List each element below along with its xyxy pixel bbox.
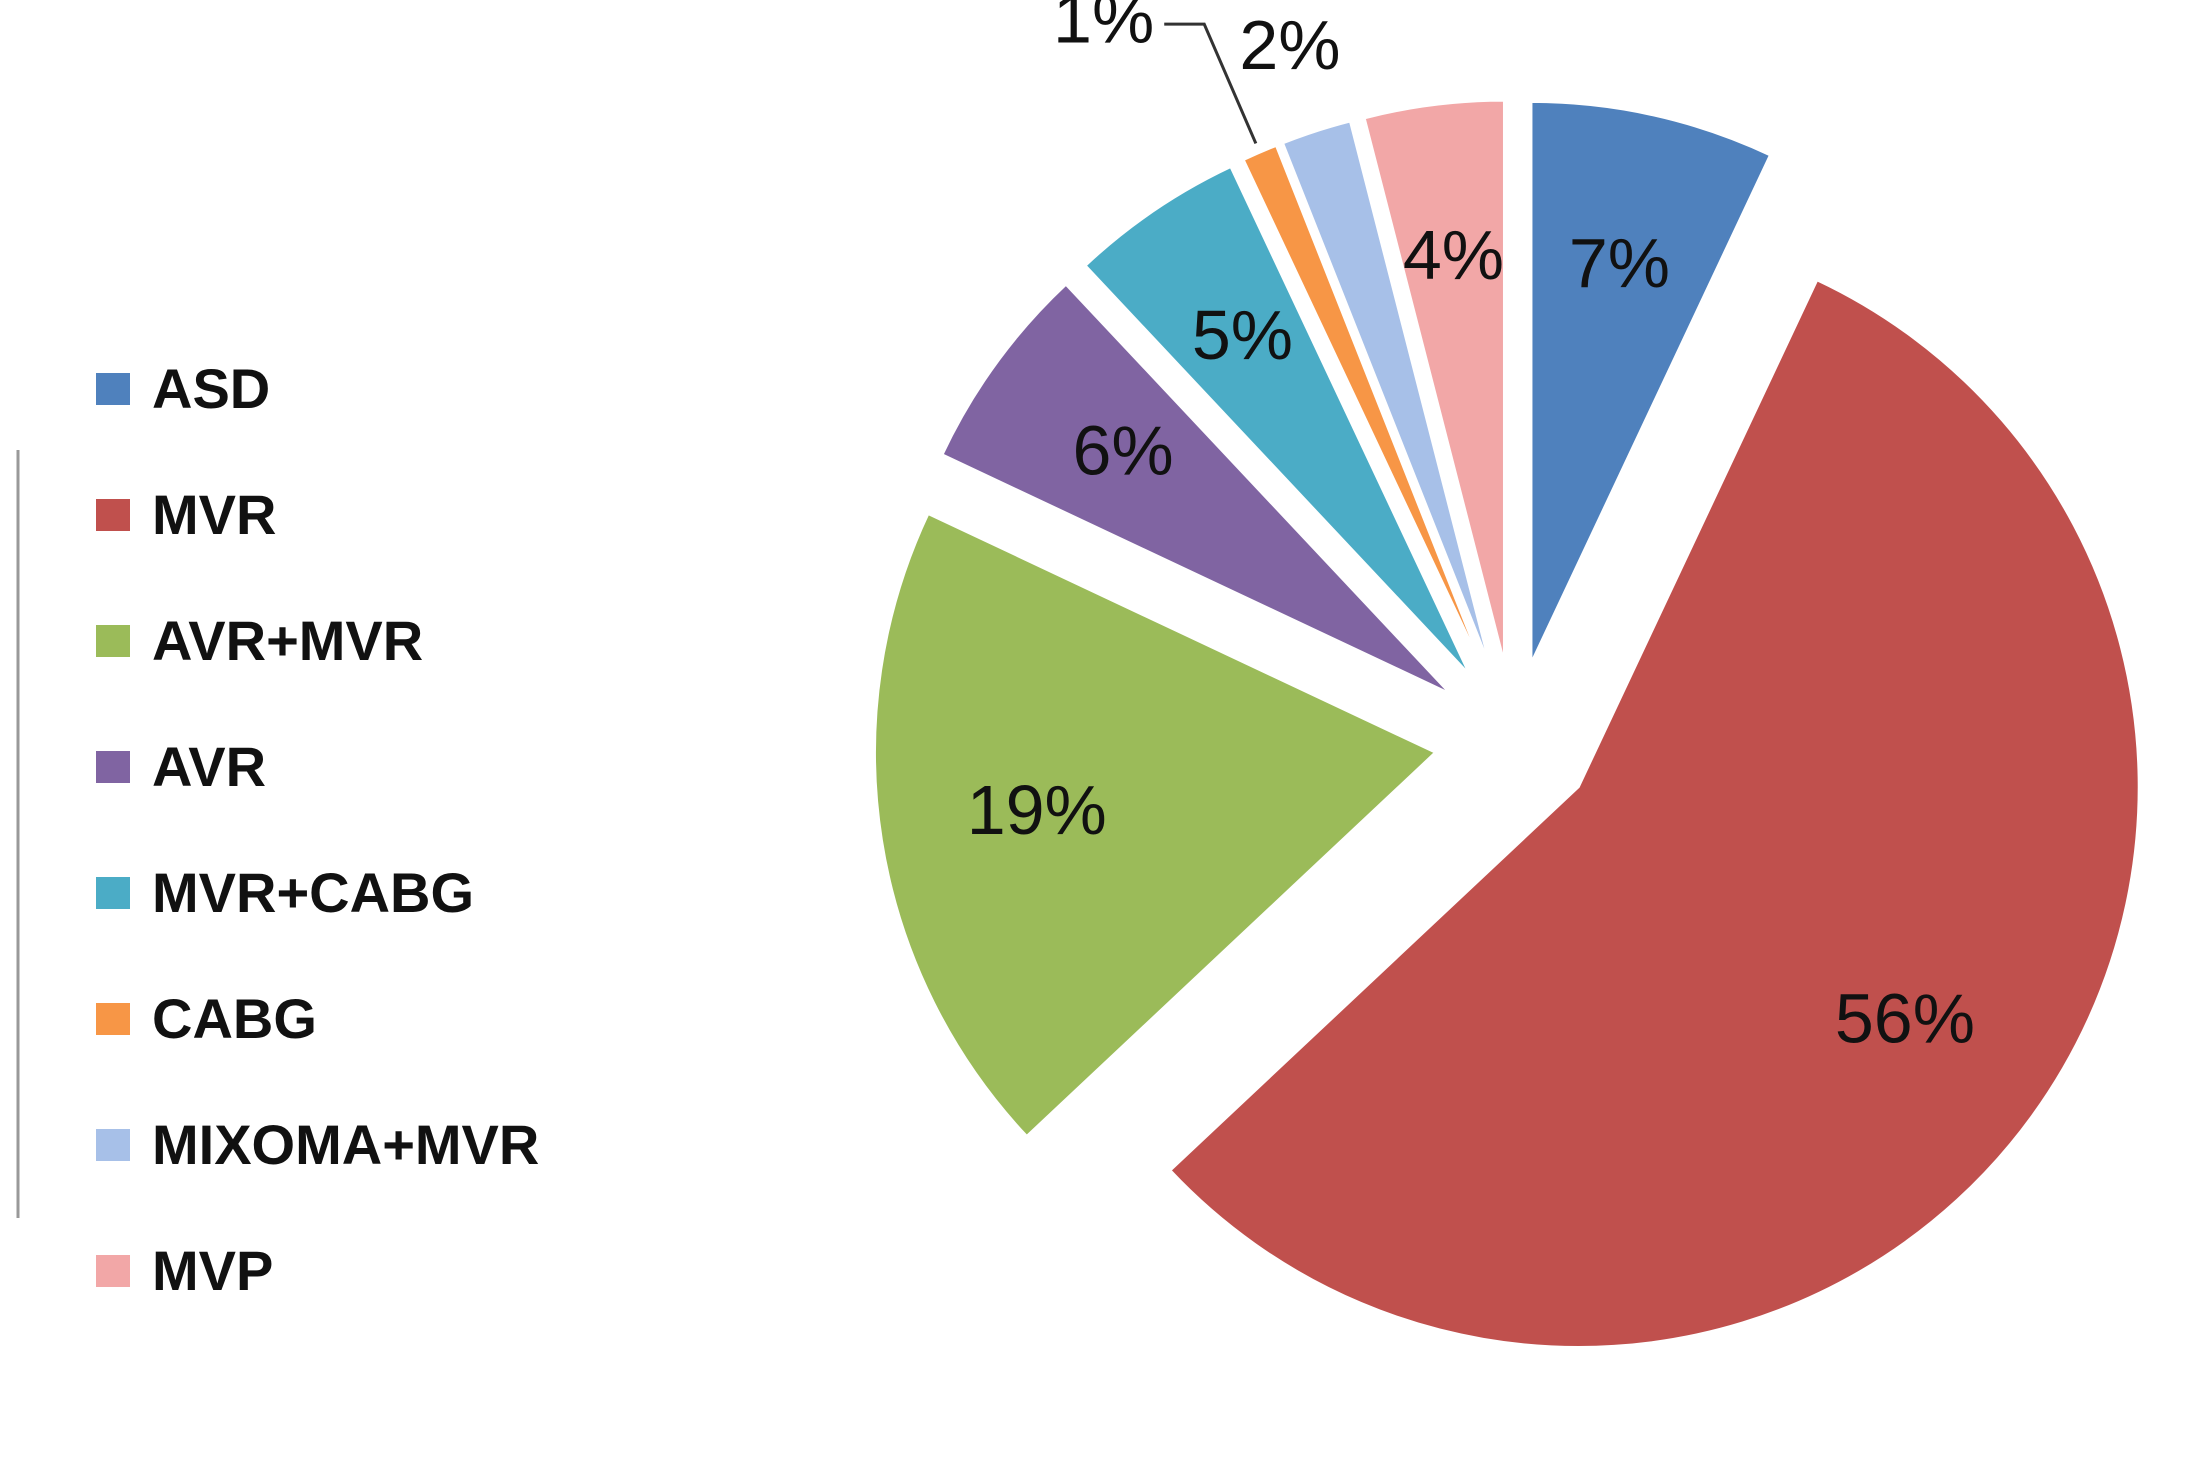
pie-slice <box>1363 99 1505 661</box>
legend-swatch <box>96 499 130 531</box>
pie-slice <box>1281 120 1491 665</box>
legend-swatch <box>96 373 130 405</box>
legend-label: CABG <box>152 987 317 1050</box>
legend-label: MVR <box>152 483 276 546</box>
data-label: 6% <box>1072 411 1173 489</box>
legend-swatch <box>96 877 130 909</box>
data-label: 2% <box>1239 6 1340 84</box>
data-label: 4% <box>1403 216 1504 294</box>
data-label: 56% <box>1835 980 1975 1058</box>
data-label: 1% <box>1053 0 1154 58</box>
pie-slice <box>941 283 1451 694</box>
pie-slice <box>1242 144 1484 668</box>
legend-swatch <box>96 1255 130 1287</box>
pie-slice <box>1169 278 2140 1349</box>
leader-line <box>1164 22 1258 145</box>
legend-swatch <box>96 751 130 783</box>
data-label: 5% <box>1192 296 1293 374</box>
legend-swatch <box>96 625 130 657</box>
pie-slice <box>1084 165 1470 675</box>
legend-swatch <box>96 1129 130 1161</box>
data-label: 19% <box>967 771 1107 849</box>
legend-label: AVR+MVR <box>152 609 423 672</box>
data-label: 7% <box>1569 224 1670 302</box>
legend-label: MVR+CABG <box>152 861 474 924</box>
pie-slice <box>874 512 1437 1138</box>
legend-label: MIXOMA+MVR <box>152 1113 539 1176</box>
legend-swatch <box>96 1003 130 1035</box>
legend-label: MVP <box>152 1239 273 1302</box>
pie-slice <box>1530 100 1772 663</box>
legend-label: AVR <box>152 735 266 798</box>
legend-label: ASD <box>152 357 270 420</box>
